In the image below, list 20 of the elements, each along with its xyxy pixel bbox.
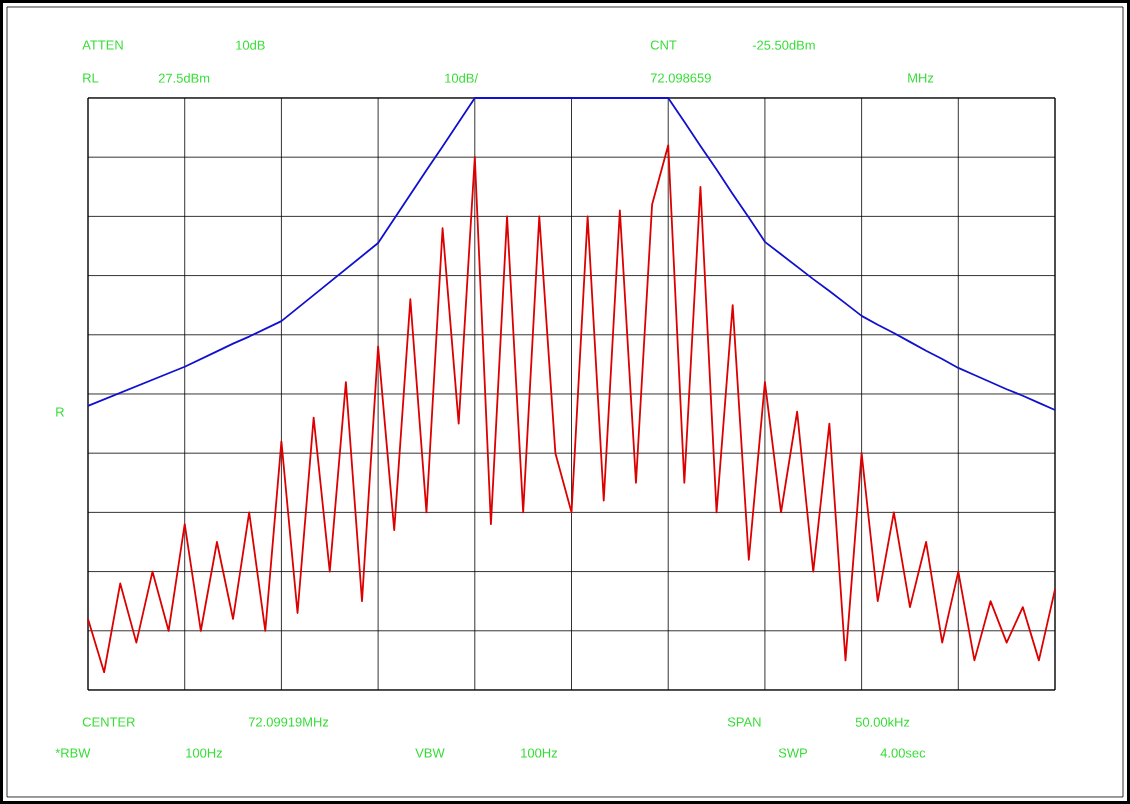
- text: 27.5dBm: [158, 73, 210, 83]
- text: CNT: [650, 40, 677, 50]
- text: RL: [83, 73, 99, 83]
- text: SWP: [778, 748, 808, 758]
- text: 100Hz: [521, 748, 557, 758]
- text: *RBW: [55, 748, 91, 758]
- text: 4.00sec: [880, 748, 926, 758]
- text: SPAN: [727, 717, 761, 727]
- text: 72.098659: [650, 73, 711, 83]
- text: CENTER: [82, 717, 135, 727]
- text: 72.09919MHz: [248, 717, 329, 727]
- text: 10dB/: [445, 73, 479, 83]
- text: 50.00kHz: [855, 717, 910, 727]
- text: 10dB: [236, 40, 265, 50]
- text: 100Hz: [186, 748, 222, 758]
- text: MHz: [908, 73, 934, 83]
- text: ATTEN: [82, 40, 123, 50]
- text: VBW: [415, 748, 445, 758]
- text: -25.50dBm: [752, 40, 815, 50]
- text: R: [56, 407, 64, 417]
